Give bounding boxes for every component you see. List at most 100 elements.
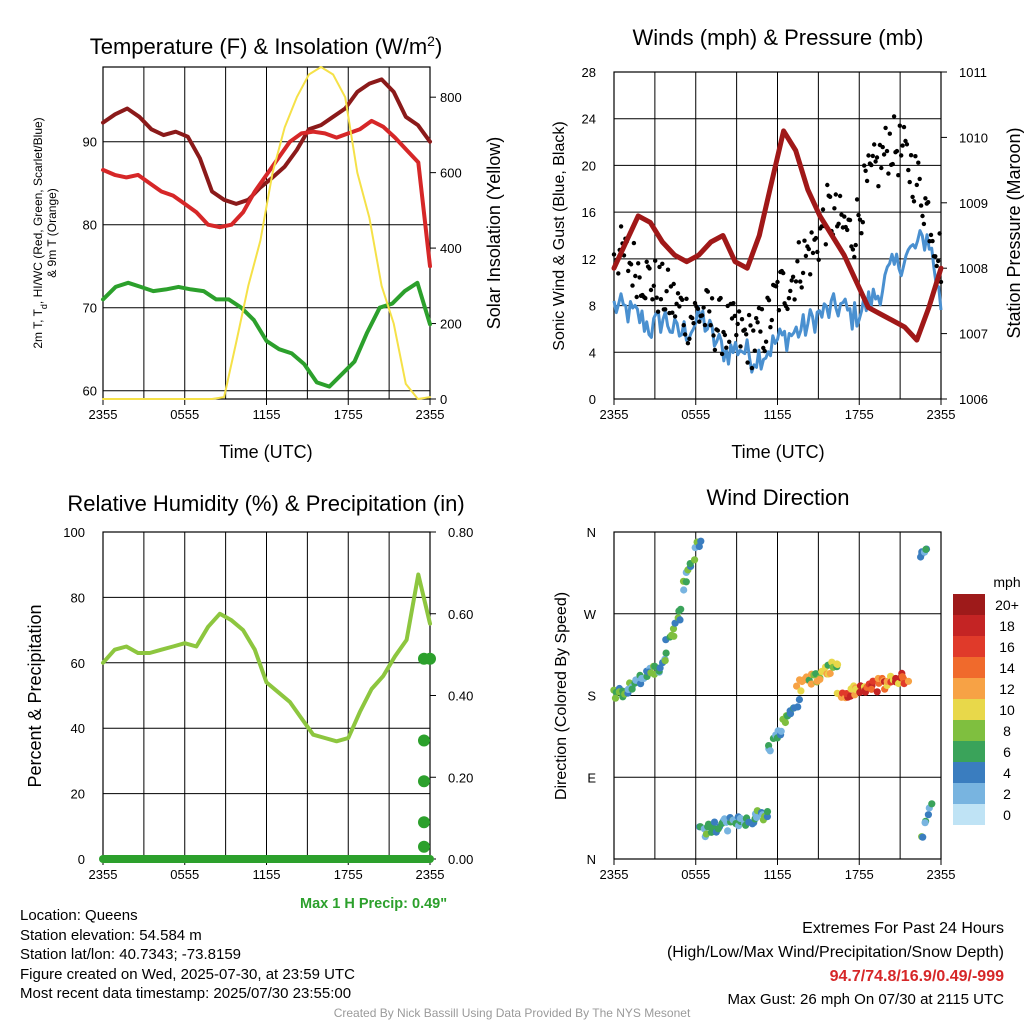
wind-gust-dot [897,123,902,128]
dir-point [793,682,801,690]
wind-gust-dot [788,288,793,294]
wind-gust-dot [633,273,638,279]
wind-xtick-label: 0555 [681,407,710,422]
wind-gust-dot [881,152,887,157]
wind-ylabel: Sonic Wind & Gust (Blue, Black) [551,121,568,350]
wind-y2tick-label: 1007 [959,327,988,342]
dir-ytick-label: W [584,607,597,622]
wind-gust-dot [647,266,652,271]
wind-gust-dot [810,250,816,256]
dir-point [795,696,804,704]
station-latlon: Station lat/lon: 40.7343; -73.8159 [20,946,242,963]
wind-gust-dot [874,155,880,160]
station-location: Location: Queens [20,907,138,924]
precip-dot [418,816,430,829]
colorbar-label: 20+ [995,597,1019,613]
wind-gust-dot [695,306,701,311]
wind-gust-dot [860,220,865,225]
wind-gust-dot [862,163,867,168]
wind-gust-dot [618,224,624,229]
temp-xtick-label: 0555 [170,407,199,422]
wind-gust-dot [745,360,750,365]
wind-gust-dot [711,333,716,338]
wind-gust-dot [911,199,917,204]
wind-y2tick-label: 1010 [959,130,988,145]
colorbar-swatch [953,678,985,699]
wind-gust-dot [653,258,658,263]
temp-ytick-label: 80 [83,218,97,233]
wind-gust-dot [699,313,705,318]
wind-gust-dot [820,207,826,212]
wind-gust-dot [901,124,907,130]
wind-gust-dot [809,230,814,235]
wind-gust-dot [731,301,736,306]
wind-gust-dot [785,306,790,312]
wind-gust-dot [690,315,695,321]
wind-gust-dot [937,231,942,236]
wind-direction-panel: 2355 0555 1155 1755 2355 N E S W N Wind Direction D… [553,485,1021,882]
wind-gust-dot [886,171,891,176]
winds-pressure-panel: 2355 0555 1155 1755 2355 0 4 8 12 16 20 24 28 1006 100… [551,25,1024,462]
colorbar-swatch [953,720,985,741]
wind-gust-dot [899,153,904,158]
wind-gust-dot [823,242,828,247]
dir-xtick-label: 0555 [681,867,710,882]
wind-gust-dot [637,275,642,280]
dir-point [786,710,795,718]
wind-gust-dot [671,281,676,287]
wind-gust-dot [786,296,792,301]
wind-gust-dot [884,148,890,154]
wind-gust-dot [681,323,686,328]
rh-y2tick-label: 0.20 [448,770,473,785]
wind-gust-dot [776,308,782,313]
wind-gust-dot [718,295,723,301]
wind-gust-dot [705,289,710,294]
temp-ytick-label: 70 [83,301,97,316]
dir-point [676,616,684,624]
precip-dot [418,840,430,853]
wind-gust-dot [727,339,732,344]
wind-gust-dot [742,327,747,332]
dir-point [807,680,815,688]
wind-gust-dot [665,267,671,272]
colorbar-label: 8 [1003,723,1011,739]
wind-gust-dot [729,316,735,321]
dir-xtick-label: 2355 [600,867,629,882]
wind-gust-dot [746,312,752,318]
wind-gust-dot [836,221,841,226]
wind-gust-dot [887,131,892,136]
wind-y2tick-label: 1011 [959,65,987,80]
wind-gust-dot [751,328,756,333]
colorbar-swatch [953,657,985,678]
wind-gust-dot [869,162,874,168]
wind-gust-dot [800,270,806,276]
temp-y2tick-label: 0 [440,392,447,407]
wind-gust-dot [873,159,878,164]
wind-gust-dot [708,323,713,328]
wind-pressure-line [611,128,944,343]
colorbar-swatch [953,762,985,783]
wind-gust-dot [654,295,659,300]
colorbar-label: 0 [1003,807,1011,823]
wind-gust-dot [910,194,915,200]
dir-point [710,818,719,826]
dir-point [924,811,933,819]
precip-dot [424,652,436,665]
wind-gust-dot [896,173,901,178]
rh-ytick-label: 40 [71,721,85,736]
wind-xlabel: Time (UTC) [731,442,824,462]
dir-point [816,675,824,684]
precip-dot [418,775,430,788]
wind-gust-dot [894,148,900,154]
wind-gust-dot [611,252,617,257]
wind-gust-dot [759,307,765,312]
wind-gust-dot [630,283,635,288]
dir-point [904,677,913,685]
wind-gust-dot [634,294,639,300]
dir-ytick-label: E [587,770,596,785]
wind-gust-dot [863,168,868,173]
wind-gust-dot [926,200,931,205]
dir-point [661,657,669,665]
wind-gust-dot [852,254,857,260]
